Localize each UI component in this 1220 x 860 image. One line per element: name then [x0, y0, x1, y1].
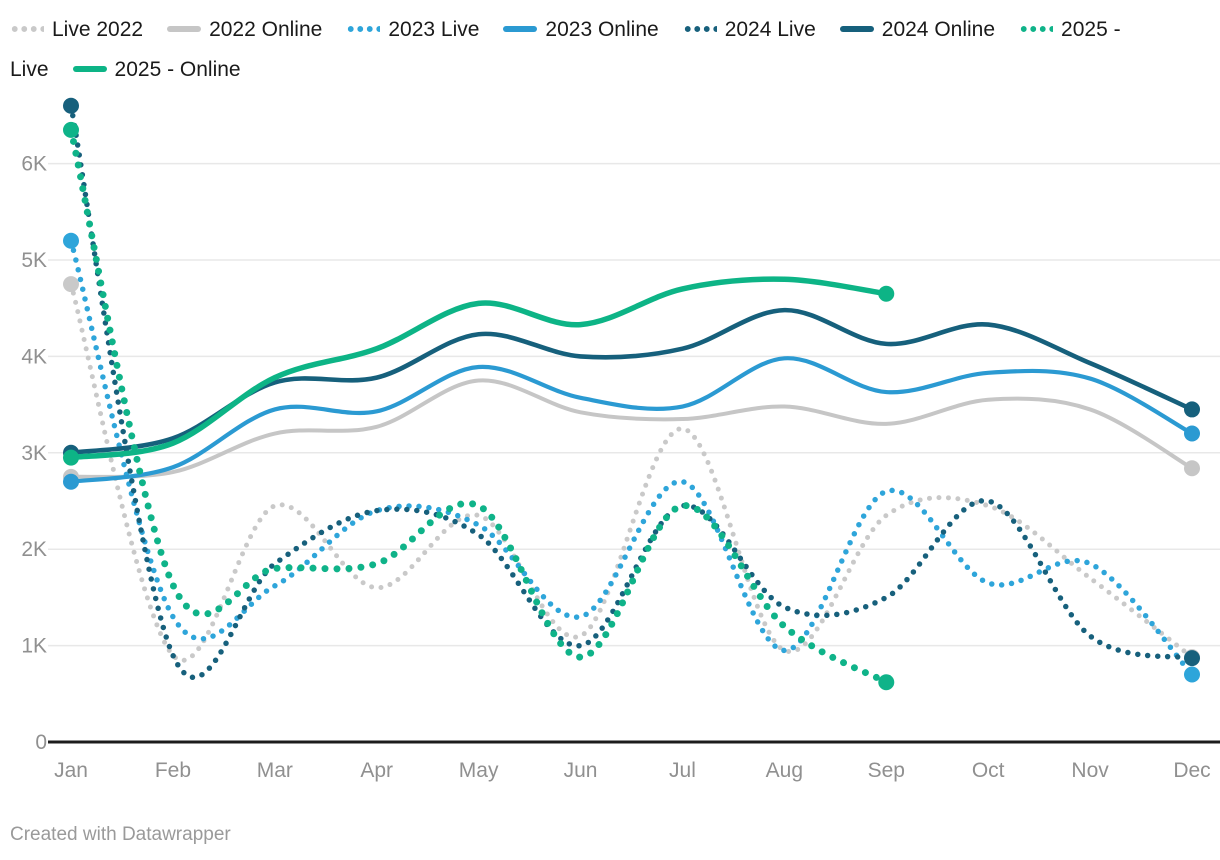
series-endpoint-2025-online	[878, 285, 895, 302]
dotted-line-swatch-icon	[10, 24, 44, 33]
solid-line-swatch-icon	[167, 25, 202, 32]
legend-label: 2024 Live	[724, 18, 816, 41]
legend-item-2023-online: 2023 Online	[503, 18, 659, 41]
x-tick-label: Jun	[564, 759, 598, 782]
solid-line-swatch-icon	[503, 25, 538, 32]
legend-item-2025-online: 2025 - Online	[72, 58, 241, 81]
legend-item-live-2022: Live 2022	[10, 18, 143, 41]
legend-item-2024-live: 2024 Live	[682, 18, 816, 41]
x-tick-label: Jul	[669, 759, 696, 782]
solid-line-swatch-icon	[72, 65, 107, 72]
legend-item-2023-live: 2023 Live	[346, 18, 479, 41]
dotted-line-swatch-icon	[1019, 24, 1054, 33]
series-line-2022-online	[69, 378, 1194, 479]
x-tick-label: Nov	[1071, 759, 1109, 782]
y-tick-label: 0	[35, 731, 47, 754]
x-tick-label: Apr	[360, 759, 393, 782]
legend-label: 2025 - Live	[10, 18, 1121, 81]
x-tick-label: Sep	[868, 759, 905, 782]
legend-label: Live 2022	[52, 18, 144, 41]
series-endpoint-2023-live	[63, 232, 79, 249]
y-tick-label: 5K	[21, 249, 47, 272]
series-endpoint-2025-online	[63, 449, 79, 466]
legend-item-2025-live: 2025 - Live	[10, 18, 1121, 81]
y-tick-label: 3K	[21, 442, 47, 465]
series-line-2023-online	[68, 356, 1195, 484]
series-endpoint-2022-online	[1184, 460, 1200, 477]
y-tick-label: 6K	[21, 153, 47, 176]
legend-label: 2022 Online	[209, 18, 323, 41]
series-line-2024-online	[68, 307, 1195, 456]
legend-item-2022-online: 2022 Online	[167, 18, 322, 41]
legend-label: 2025 - Online	[114, 58, 241, 81]
y-tick-label: 1K	[21, 635, 47, 658]
series-endpoint-2025-live	[63, 121, 79, 138]
x-tick-label: May	[459, 759, 499, 782]
series-endpoint-2025-live	[878, 674, 895, 691]
series-endpoint-2023-online	[63, 473, 79, 490]
series-line-2025-online	[68, 276, 890, 461]
series-endpoint-2024-live	[1184, 650, 1200, 667]
series-line-live-2022	[68, 281, 1195, 663]
series-endpoint-2023-live	[1184, 666, 1200, 683]
legend-label: 2024 Online	[881, 18, 996, 41]
x-tick-label: Dec	[1173, 759, 1210, 782]
series-endpoint-2023-online	[1184, 425, 1200, 442]
series-endpoint-2024-live	[63, 97, 79, 114]
x-tick-label: Jan	[54, 759, 88, 782]
x-tick-label: Mar	[257, 759, 293, 782]
series-endpoint-2024-online	[1184, 401, 1200, 418]
legend-item-2024-online: 2024 Online	[839, 18, 996, 41]
dotted-line-swatch-icon	[346, 24, 381, 33]
series-line-2025-live	[67, 126, 890, 686]
dotted-line-swatch-icon	[682, 24, 717, 33]
legend-label: 2023 Live	[388, 18, 480, 41]
y-tick-label: 2K	[21, 538, 47, 561]
legend-label: 2023 Online	[545, 18, 659, 41]
solid-line-swatch-icon	[839, 25, 874, 32]
x-tick-label: Feb	[155, 759, 191, 782]
series-endpoint-live-2022	[63, 276, 79, 293]
chart-legend: Live 2022 2022 Online 2023 Live 2023 Online…	[0, 0, 1145, 90]
x-tick-label: Aug	[766, 759, 803, 782]
y-tick-label: 4K	[21, 345, 47, 368]
datawrapper-credit[interactable]: Created with Datawrapper	[10, 824, 231, 845]
x-tick-label: Oct	[972, 759, 1005, 782]
